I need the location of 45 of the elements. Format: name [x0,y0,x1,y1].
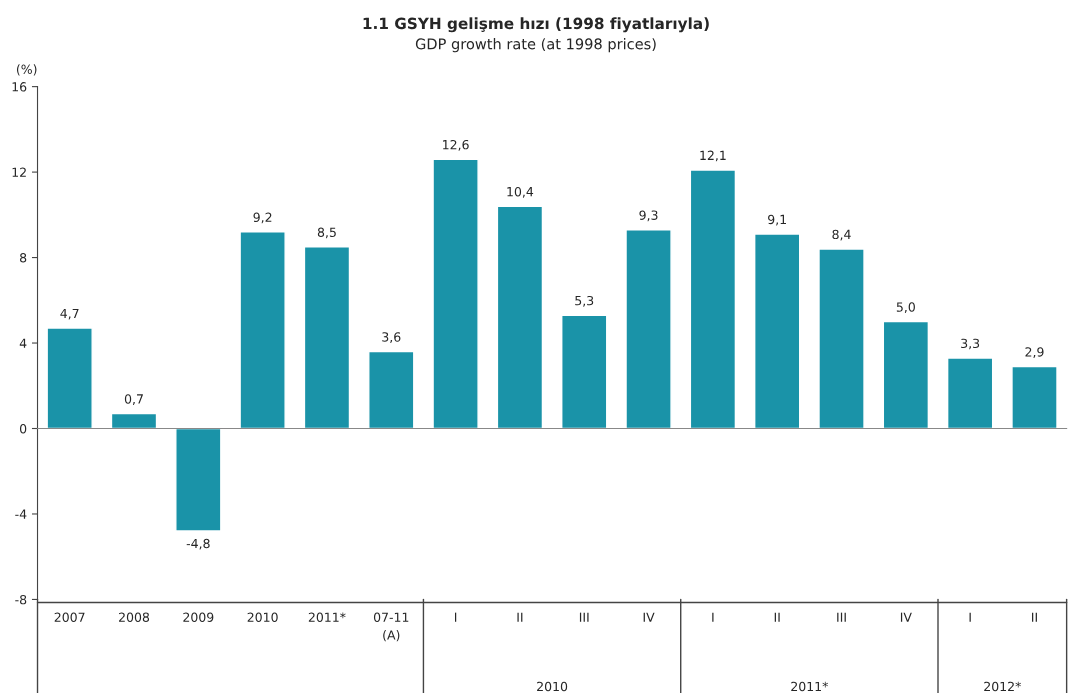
y-tick-label: -4 [15,509,27,519]
y-tick-label: 4 [19,338,27,348]
data-label: 4,7 [60,308,79,320]
text: 2011* [791,681,829,692]
data-label: 3,3 [961,338,980,350]
y-tick-label: 16 [12,82,27,92]
x-tick-label: IV [900,612,912,622]
y-tick-label: -8 [15,594,27,605]
data-label: -4,8 [186,538,210,550]
data-label: 5,0 [896,302,915,314]
x-tick-label: II [517,612,523,622]
data-label: 0,7 [124,394,143,405]
x-tick-label: 07-11 (A) [373,612,409,642]
x-tick-label: II [774,612,780,622]
y-tick-label: 0 [19,423,27,434]
x-tick-label: IV [643,612,655,622]
data-label: 8,5 [317,227,336,239]
x-tick-label: 2011* [308,612,346,622]
data-label: 9,1 [768,214,786,226]
x-tick-label: 2007 [54,612,85,622]
x-tick-label: II [1032,612,1037,622]
y-tick-label: 8 [20,253,27,263]
x-tick-label: I [712,612,714,622]
text: 2012* [984,681,1021,692]
data-label: 3,6 [382,332,401,343]
data-label: 12,1 [700,150,726,162]
data-label: 2,9 [1025,347,1044,358]
chart-title: 1.1 GSYH gelişme hızı (1998 fiyatlarıyla) [363,17,709,33]
chart-subtitle: GDP growth rate (at 1998 prices) [415,38,656,53]
data-label: 10,4 [507,186,534,198]
x-tick-label: III [837,612,846,622]
x-tick-label: 2010 [247,612,278,622]
data-label: 9,3 [639,210,658,222]
data-label: 9,2 [253,212,272,224]
y-tick-label: 12 [12,167,26,177]
y-axis-title: (%) [16,64,37,76]
x-tick-label: I [454,612,457,622]
data-label: 8,4 [832,229,851,241]
x-tick-label: 2008 [119,612,150,622]
x-tick-label: I [969,612,971,622]
text: 2010 [537,681,568,692]
x-tick-label: 2009 [183,612,214,622]
data-label: 5,3 [575,295,594,307]
data-label: 12,6 [443,139,469,151]
x-tick-label: III [579,612,589,622]
